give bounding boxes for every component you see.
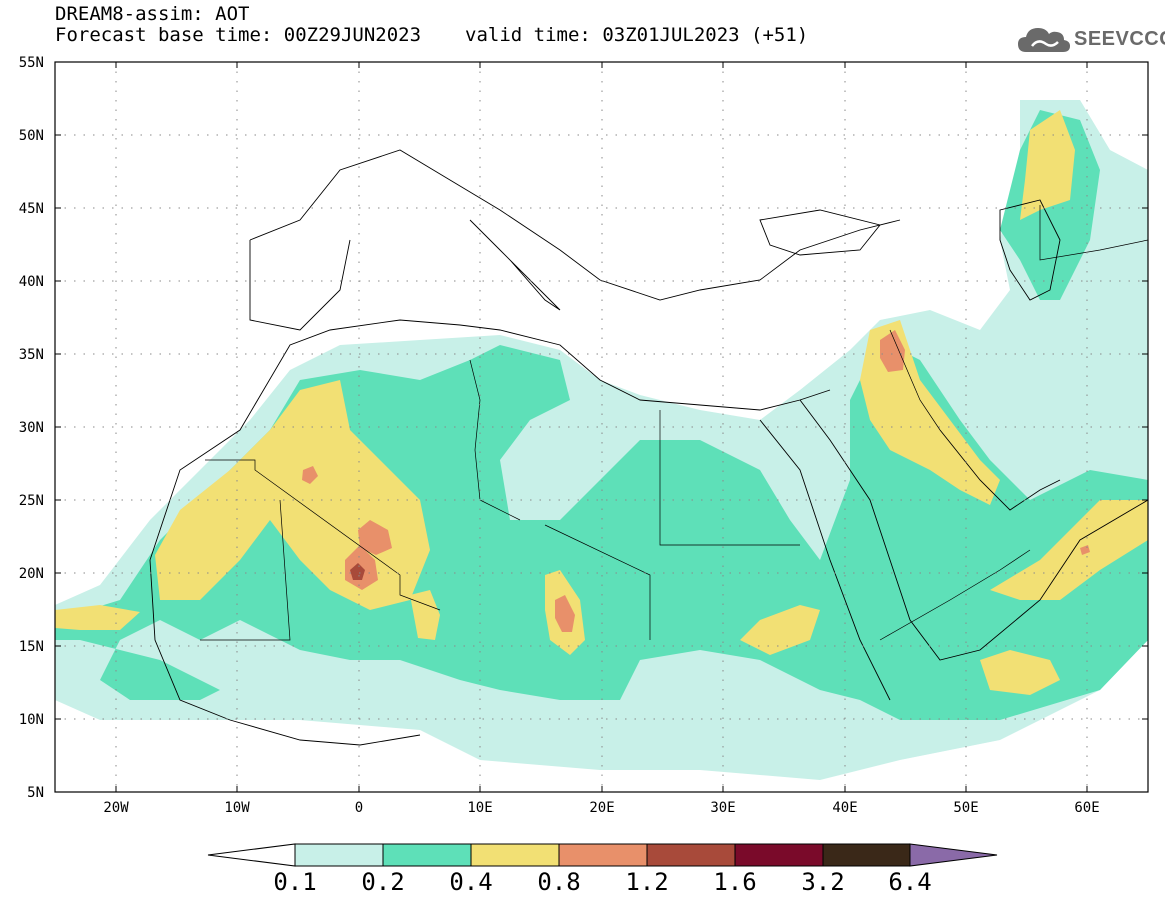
coastline-iberia — [249, 239, 351, 331]
lat-label: 20N — [19, 566, 44, 582]
colorbar — [207, 843, 998, 867]
border-mali-west — [200, 499, 291, 641]
coastline-black-sea — [759, 209, 881, 256]
lat-tick-marks — [55, 134, 1148, 720]
lon-label: 40E — [832, 800, 857, 816]
lon-label: 10W — [224, 800, 250, 816]
coastline-caspian — [999, 199, 1061, 301]
coastline-italy — [469, 219, 561, 311]
coastline-africa-north — [149, 319, 831, 561]
colorbar-swatch — [382, 843, 472, 867]
lat-label: 50N — [19, 128, 44, 144]
lat-label: 35N — [19, 347, 44, 363]
lon-label: 20E — [589, 800, 614, 816]
lon-label: 10E — [467, 800, 492, 816]
base-time-label: Forecast base time: 00Z29JUN2023 — [55, 24, 422, 46]
coastline-red-sea — [759, 419, 891, 701]
cloud-icon — [1018, 28, 1070, 52]
colorbar-label: 1.6 — [713, 868, 757, 896]
colorbar-label: 1.2 — [625, 868, 669, 896]
valid-time-label: valid time: 03Z01JUL2023 (+51) — [465, 24, 809, 46]
lat-label: 15N — [19, 639, 44, 655]
aot-region-high — [55, 110, 1148, 695]
lat-label: 55N — [19, 55, 44, 71]
lon-label: 20W — [103, 800, 129, 816]
colorbar-label: 0.2 — [361, 868, 405, 896]
colorbar-label: 6.4 — [888, 868, 932, 896]
lon-tick-marks — [115, 62, 1088, 792]
lon-label: 30E — [710, 800, 735, 816]
tick-marks — [55, 62, 1148, 792]
border-saudi-yemen — [879, 549, 1031, 641]
forecast-times: Forecast base time: 00Z29JUN2023 valid ti… — [55, 25, 808, 45]
border-chad-sudan — [544, 524, 651, 640]
logo-text: SEEVCCC — [1074, 28, 1165, 50]
lat-labels: 55N 50N 45N 40N 35N 30N 25N 20N 15N 10N … — [19, 55, 44, 801]
coastline-gulf — [939, 429, 1061, 511]
aot-field — [55, 100, 1148, 780]
lat-label: 10N — [19, 712, 44, 728]
border-mauritania-mali — [205, 459, 441, 611]
colorbar-swatch — [470, 843, 560, 867]
colorbar-swatch — [646, 843, 736, 867]
border-algeria-libya — [469, 359, 521, 521]
colorbar-swatch — [294, 843, 384, 867]
lat-label: 5N — [27, 785, 44, 801]
colorbar-label: 0.1 — [273, 868, 317, 896]
lat-label: 45N — [19, 201, 44, 217]
lat-label: 40N — [19, 274, 44, 290]
lon-label: 0 — [355, 800, 363, 816]
lon-label: 60E — [1074, 800, 1099, 816]
lat-label: 25N — [19, 493, 44, 509]
lon-labels: 20W 10W 0 10E 20E 30E 40E 50E 60E — [103, 800, 1099, 816]
border-iran-iraq — [889, 329, 941, 431]
lon-label: 50E — [953, 800, 978, 816]
colorbar-label: 0.8 — [537, 868, 581, 896]
colorbar-arrow-high — [909, 843, 998, 867]
coastline-arabia — [799, 399, 1148, 661]
map-title: DREAM8-assim: AOT — [55, 3, 250, 25]
colorbar-swatch — [558, 843, 648, 867]
coastlines — [149, 149, 1148, 746]
seevccc-logo: SEEVCCC — [1016, 22, 1165, 58]
colorbar-swatch — [734, 843, 824, 867]
border-libya-egypt — [659, 410, 800, 546]
coastline-africa-west — [149, 559, 421, 746]
coastline-europe — [249, 149, 901, 301]
borders — [200, 205, 1148, 641]
colorbar-label: 3.2 — [801, 868, 845, 896]
aot-region-extreme — [350, 563, 365, 580]
colorbar-label: 0.4 — [449, 868, 493, 896]
colorbar-swatch — [822, 843, 911, 867]
colorbar-arrow-low — [207, 843, 296, 867]
border-kazakhstan — [1039, 205, 1148, 261]
lat-label: 30N — [19, 420, 44, 436]
